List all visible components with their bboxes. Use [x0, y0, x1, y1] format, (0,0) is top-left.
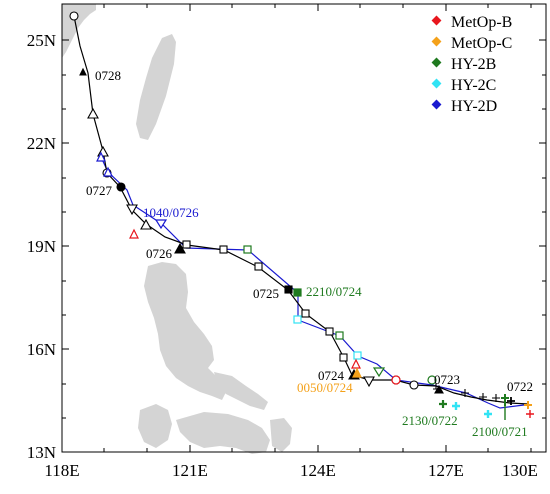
china-coast [62, 4, 96, 58]
square-marker [182, 240, 191, 249]
hy2b-square-marker [335, 331, 344, 340]
metop-c-cross-marker [524, 401, 532, 409]
legend-item: MetOp-B [431, 14, 512, 31]
y-tick-label: 22N [27, 134, 56, 153]
legend-label: HY-2C [451, 77, 496, 94]
legend-swatch [431, 99, 442, 110]
filled-triangle-marker [79, 67, 87, 76]
legend-item: HY-2C [431, 77, 496, 94]
hy2c-square-marker [293, 315, 302, 324]
date-labels: 0728 0727 0726 0725 0724 0723 0722 [86, 68, 533, 394]
hy2c-square-marker [353, 351, 362, 360]
legend-label: MetOp-B [451, 14, 512, 31]
axes-frame [61, 3, 547, 453]
obs-label-metop-c: 0050/0724 [297, 380, 353, 395]
best-track-markers [69, 11, 515, 405]
hy2c-cross-marker [484, 410, 492, 418]
legend: MetOp-B MetOp-C HY-2B HY-2C HY-2D [431, 14, 512, 115]
metop-b-triangle-marker [351, 358, 361, 369]
visayas-islands [176, 412, 270, 454]
y-tick-label: 25N [27, 31, 56, 50]
x-tick-label: 118E [44, 461, 79, 480]
legend-swatch [431, 36, 442, 47]
filled-circle-marker [116, 182, 126, 192]
metop-c-filled-triangle-marker [352, 367, 362, 378]
obs-label-hy2b: 2130/0722 [402, 413, 458, 428]
land-masses [62, 4, 292, 454]
date-label: 0724 [318, 368, 345, 383]
date-label: 0722 [507, 379, 533, 394]
square-marker [339, 353, 348, 362]
luzon-island [144, 262, 226, 400]
hy2b-circle-marker [427, 375, 437, 385]
legend-label: MetOp-C [451, 35, 512, 52]
down-triangle-marker [363, 376, 375, 388]
satellite-track-line [100, 156, 525, 409]
mindoro-island [138, 404, 172, 448]
obs-label-hy2b: 2210/0724 [306, 284, 362, 299]
hy2b-cross-marker [439, 400, 447, 408]
cross-marker [492, 394, 500, 402]
y-tick-label: 13N [27, 443, 56, 462]
filled-triangle-marker [434, 384, 444, 394]
date-label: 0725 [253, 286, 279, 301]
square-marker [325, 327, 334, 336]
legend-label: HY-2D [451, 98, 497, 115]
legend-item: MetOp-C [431, 35, 512, 52]
hy2b-square-marker [243, 245, 252, 254]
x-axis-labels: 118E 121E 124E 127E 130E [44, 461, 538, 480]
obs-label-hy2d: 1040/0726 [143, 205, 199, 220]
hy2d-down-triangle-marker [154, 219, 168, 230]
x-tick-label: 121E [172, 461, 208, 480]
date-label: 0723 [434, 372, 460, 387]
metop-b-circle-marker [391, 375, 401, 385]
x-tick-label: 130E [502, 461, 538, 480]
hy2d-triangle-marker [96, 151, 106, 162]
x-tick-label: 127E [428, 461, 464, 480]
hy2b-filled-square-marker [293, 288, 302, 297]
date-label: 0727 [86, 183, 113, 198]
x-tick-label: 124E [300, 461, 336, 480]
square-marker [254, 262, 263, 271]
legend-item: HY-2B [431, 56, 496, 73]
metop-b-triangle-marker [129, 228, 139, 239]
hy2d-triangle-marker [103, 166, 113, 177]
cross-marker [461, 389, 469, 397]
triangle-marker [87, 107, 99, 119]
bicol-peninsula [214, 372, 268, 410]
tick-marks [61, 4, 546, 453]
date-label: 0726 [146, 246, 173, 261]
legend-swatch [431, 15, 442, 26]
taiwan-island [136, 34, 176, 140]
triangle-marker [97, 145, 109, 157]
observation-labels: 1040/0726 2210/0724 0050/0724 2130/0722 … [143, 205, 528, 439]
circle-marker [409, 380, 419, 390]
satellite-markers [96, 151, 534, 420]
metop-b-cross-marker [526, 410, 534, 418]
date-label: 0728 [95, 68, 121, 83]
legend-label: HY-2B [451, 56, 496, 73]
square-marker [219, 245, 228, 254]
y-tick-label: 16N [27, 340, 56, 359]
legend-item: HY-2D [431, 98, 497, 115]
down-triangle-marker [126, 204, 138, 216]
obs-label-hy2b: 2100/0721 [472, 424, 528, 439]
legend-swatch [431, 57, 442, 68]
triangle-marker [140, 218, 152, 230]
samar-island [270, 418, 292, 452]
cross-marker [479, 393, 487, 401]
hy2c-cross-marker [452, 402, 460, 410]
filled-square-marker [284, 285, 293, 294]
y-axis-labels: 13N 16N 19N 22N 25N [27, 31, 56, 462]
circle-marker [69, 11, 79, 21]
hy2b-down-triangle-marker [372, 367, 386, 378]
y-tick-label: 19N [27, 237, 56, 256]
legend-swatch [431, 78, 442, 89]
square-marker [301, 309, 310, 318]
cross-marker [507, 397, 515, 405]
